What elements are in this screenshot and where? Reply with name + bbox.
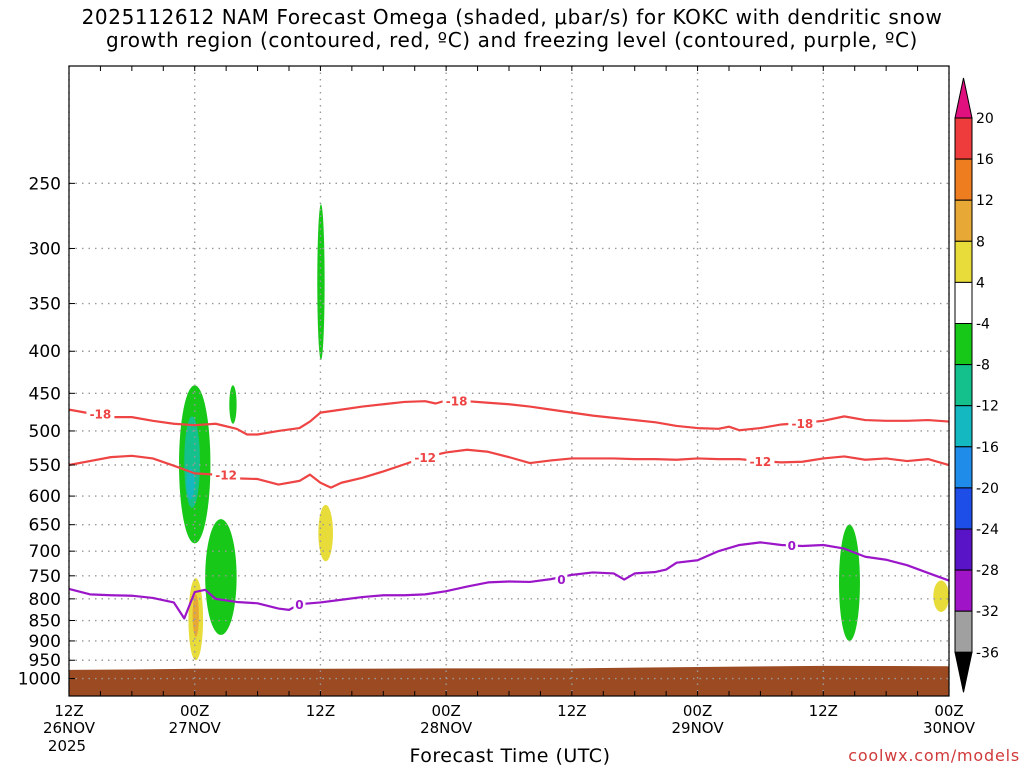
- y-tick-label-400: 400: [29, 342, 61, 362]
- colorbar-tick-4: 4: [976, 275, 985, 291]
- plot-shading: [69, 204, 950, 696]
- colorbar-bin-6: [954, 364, 973, 407]
- colorbar-bin-2: [954, 199, 973, 242]
- chart-title: 2025112612 NAM Forecast Omega (shaded, μ…: [0, 6, 1024, 52]
- freezing_0-label-2: 0: [788, 539, 796, 553]
- colorbar: 20 16 12 8 4 -4 -8 -12 -16 -20 -24 -28 -32 -36: [954, 77, 999, 693]
- colorbar-bin-9: [954, 487, 973, 530]
- dgz_minus12-label-bg-2: [746, 454, 775, 469]
- colorbar-tick-8: -16: [976, 440, 999, 456]
- colorbar-tick-2: 12: [976, 193, 994, 209]
- colorbar-bin-3: [954, 240, 973, 283]
- y-tick-label-1000: 1000: [18, 670, 61, 690]
- freezing_0-label-0: 0: [295, 598, 303, 612]
- colorbar-top-arrow: [954, 77, 973, 119]
- colorbar-tick-9: -20: [976, 481, 999, 497]
- x-tick-date-5: 29NOV: [672, 719, 725, 737]
- x-tick-label-5: 00Z: [683, 702, 712, 720]
- colorbar-tick-10: -24: [976, 522, 999, 538]
- dgz_minus12-label-1: -12: [414, 451, 436, 465]
- freezing_0-label-1: 0: [557, 573, 565, 587]
- colorbar-bin-11: [954, 569, 973, 612]
- y-tick-label-550: 550: [29, 456, 61, 476]
- omega-shade-5: [317, 204, 325, 361]
- colorbar-bin-0: [954, 117, 973, 160]
- colorbar-bin-12: [954, 610, 973, 653]
- x-tick-date-3: 28NOV: [420, 719, 473, 737]
- x-tick-date-1: 27NOV: [169, 719, 222, 737]
- y-tick-label-700: 700: [29, 542, 61, 562]
- colorbar-tick-13: -36: [976, 645, 999, 661]
- x-tick-year-0: 2025: [48, 737, 86, 755]
- y-axis: 2503003504004505005506006507007508008509…: [18, 174, 75, 690]
- freezing_0-label-bg-1: [555, 572, 568, 587]
- colorbar-tick-11: -28: [976, 563, 999, 579]
- colorbar-tick-12: -32: [976, 604, 999, 620]
- omega-shade-2: [186, 468, 195, 500]
- y-tick-label-500: 500: [29, 422, 61, 442]
- x-tick-label-2: 12Z: [306, 702, 335, 720]
- y-tick-label-900: 900: [29, 632, 61, 652]
- dgz_minus18-label-bg-0: [86, 406, 115, 421]
- x-tick-label-7: 00Z: [934, 702, 963, 720]
- site-credit[interactable]: coolwx.com/models: [848, 746, 1020, 765]
- freezing_0-contour: [68, 541, 950, 620]
- omega-shade-9: [839, 524, 860, 641]
- freezing_0-label-bg-0: [293, 597, 306, 612]
- dgz_minus18-label-bg-1: [442, 393, 471, 408]
- x-axis-label: Forecast Time (UTC): [409, 745, 611, 767]
- colorbar-bin-4: [954, 281, 973, 324]
- dgz_minus18-label-1: -18: [446, 394, 468, 408]
- x-tick-date-0: 26NOV: [43, 719, 96, 737]
- colorbar-bin-10: [954, 528, 973, 571]
- x-tick-label-1: 00Z: [180, 702, 209, 720]
- x-tick-date-7: 30NOV: [923, 719, 976, 737]
- omega-shade-3: [205, 519, 237, 635]
- colorbar-tick-7: -12: [976, 399, 999, 415]
- colorbar-tick-3: 8: [976, 234, 985, 250]
- colorbar-tick-6: -8: [976, 358, 990, 374]
- colorbar-bottom-arrow: [954, 651, 973, 693]
- terrain-fill: [69, 665, 949, 696]
- y-tick-label-350: 350: [29, 295, 61, 315]
- dgz_minus18-label-0: -18: [90, 407, 112, 421]
- y-tick-label-750: 750: [29, 567, 61, 587]
- colorbar-tick-0: 20: [976, 111, 994, 127]
- omega-shade-8: [192, 594, 199, 637]
- y-tick-label-850: 850: [29, 612, 61, 632]
- colorbar-tick-1: 16: [976, 152, 994, 168]
- dgz_minus12-label-0: -12: [215, 469, 237, 483]
- omega-shade-4: [229, 385, 237, 424]
- y-tick-label-600: 600: [29, 487, 61, 507]
- y-tick-label-650: 650: [29, 516, 61, 536]
- colorbar-bin-7: [954, 405, 973, 448]
- dgz_minus12-label-2: -12: [750, 455, 772, 469]
- x-tick-label-3: 00Z: [431, 702, 460, 720]
- colorbar-tick-5: -4: [976, 317, 990, 333]
- dgz_minus18-label-2: -18: [791, 417, 813, 431]
- chart-title-line2: growth region (contoured, red, ºC) and f…: [106, 28, 918, 52]
- omega-shade-6: [318, 504, 333, 562]
- y-tick-label-800: 800: [29, 590, 61, 610]
- colorbar-bin-1: [954, 158, 973, 201]
- omega-shade-10: [933, 580, 950, 613]
- y-tick-label-450: 450: [29, 384, 61, 404]
- dgz_minus18-label-bg-2: [788, 416, 817, 431]
- dgz_minus12-label-bg-1: [411, 450, 440, 465]
- colorbar-bin-8: [954, 446, 973, 489]
- x-tick-label-0: 12Z: [54, 702, 83, 720]
- x-tick-label-4: 12Z: [557, 702, 586, 720]
- colorbar-bin-5: [954, 323, 973, 366]
- chart-title-line1: 2025112612 NAM Forecast Omega (shaded, μ…: [81, 5, 943, 29]
- freezing_0-label-bg-2: [785, 537, 798, 552]
- dgz_minus12-label-bg-0: [212, 467, 241, 482]
- x-tick-label-6: 12Z: [809, 702, 838, 720]
- y-tick-label-950: 950: [29, 651, 61, 671]
- y-tick-label-300: 300: [29, 239, 61, 259]
- plot-contours: -18 -18 -18 -12 -12 -12 0 0 0: [68, 393, 950, 620]
- y-tick-label-250: 250: [29, 174, 61, 194]
